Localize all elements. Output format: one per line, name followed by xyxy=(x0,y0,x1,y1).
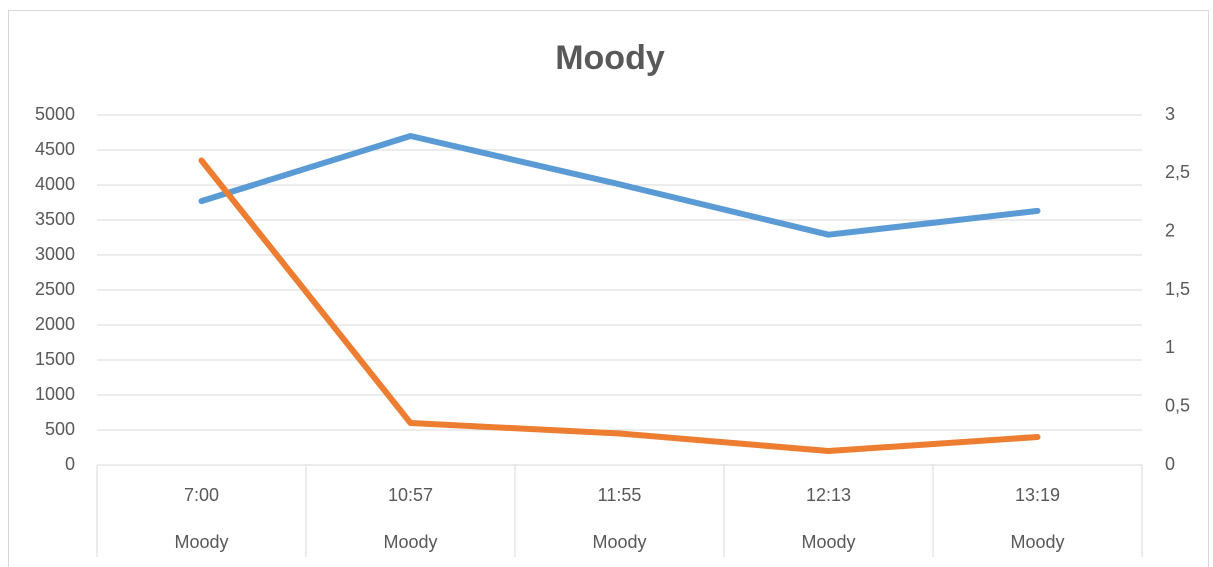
y2-tick-label: 1,5 xyxy=(1165,279,1190,299)
x-group-label: Moody xyxy=(801,532,855,552)
y-tick-label: 0 xyxy=(65,454,75,474)
y-tick-label: 2500 xyxy=(35,279,75,299)
y2-tick-label: 0,5 xyxy=(1165,395,1190,415)
x-tick-label: 10:57 xyxy=(388,485,433,505)
y-tick-label: 5000 xyxy=(35,104,75,124)
line-series xyxy=(198,133,1041,238)
chart-border xyxy=(8,10,1209,567)
chart-title: Moody xyxy=(555,39,665,77)
x-group-label: Moody xyxy=(592,532,646,552)
x-tick-label: 7:00 xyxy=(184,485,219,505)
x-tick-label: 11:55 xyxy=(598,485,642,505)
y-tick-label: 1500 xyxy=(35,349,75,369)
y2-tick-label: 2,5 xyxy=(1165,162,1190,182)
y2-tick-label: 0 xyxy=(1165,454,1175,474)
y2-tick-label: 3 xyxy=(1165,104,1175,124)
y2-tick-label: 1 xyxy=(1165,337,1175,357)
y-tick-label: 1000 xyxy=(35,384,75,404)
y-tick-label: 4000 xyxy=(35,174,75,194)
x-tick-label: 13:19 xyxy=(1015,485,1060,505)
y-tick-label: 3000 xyxy=(35,244,75,264)
y-tick-label: 4500 xyxy=(35,139,75,159)
x-group-label: Moody xyxy=(1010,532,1064,552)
y-tick-label: 3500 xyxy=(35,209,75,229)
x-group-label: Moody xyxy=(174,532,228,552)
x-group-label: Moody xyxy=(383,532,437,552)
y-tick-label: 2000 xyxy=(35,314,75,334)
y2-tick-label: 2 xyxy=(1165,220,1175,240)
x-tick-label: 12:13 xyxy=(806,485,851,505)
y-tick-label: 500 xyxy=(45,419,75,439)
line-series xyxy=(198,157,1041,454)
